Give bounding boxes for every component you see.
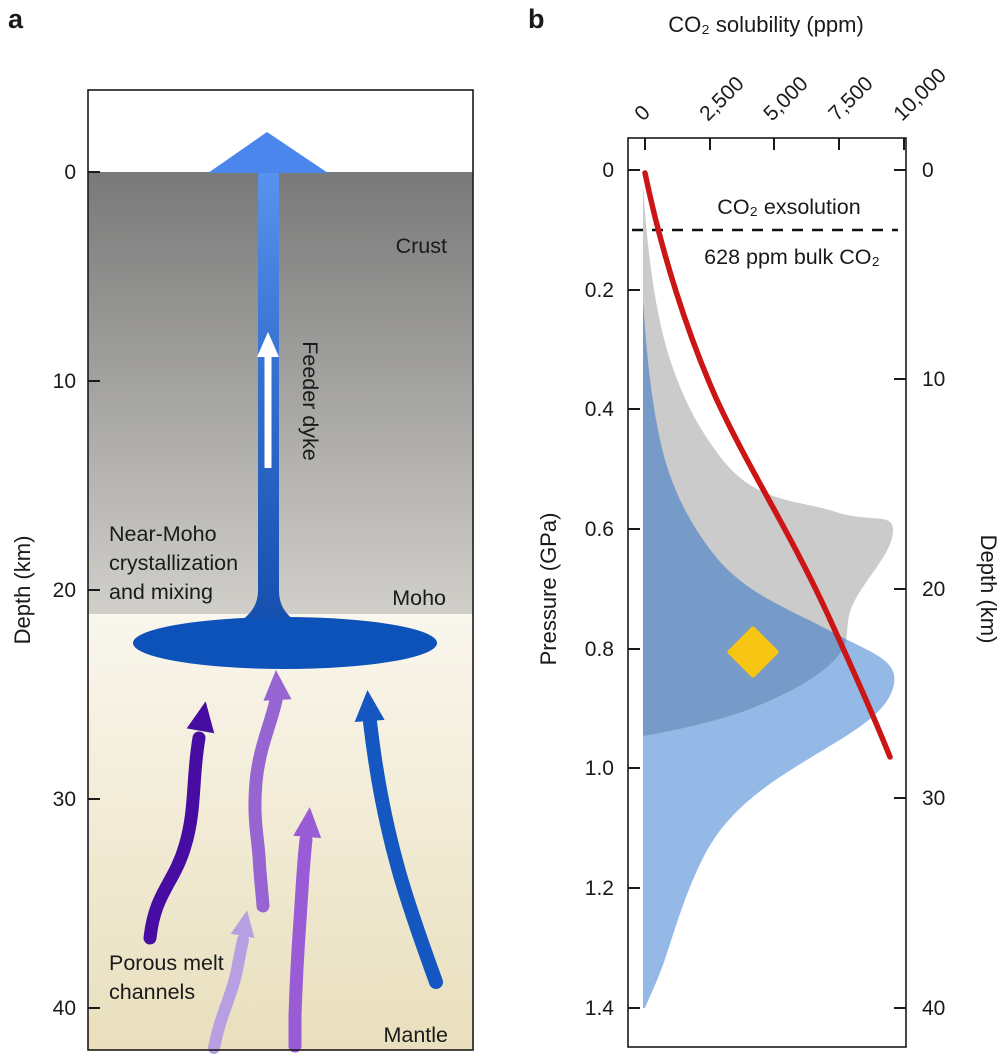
melt-arrow-light-purple-head <box>230 910 255 938</box>
melt-arrow-dark-violet-shaft <box>143 731 206 945</box>
panel-b-frame <box>627 137 907 1048</box>
x-tick-2500: 2,500 <box>695 72 748 125</box>
melt-arrow-purple-head <box>293 807 322 839</box>
near-moho-label-line1: Near-Moho <box>109 522 217 546</box>
dyke-flow-arrow-head <box>257 332 279 357</box>
solubility-tick-labels: 0 2,500 5,000 7,500 10,000 <box>630 64 951 126</box>
x-tick-7500: 7,500 <box>824 72 877 125</box>
d-tick-10: 10 <box>922 368 945 391</box>
melt-arrow-dark-violet-head <box>186 701 215 734</box>
p-tick-10: 1.0 <box>585 757 614 780</box>
feeder-dyke-label: Feeder dyke <box>298 341 322 461</box>
crust-label: Crust <box>396 234 447 258</box>
porous-melt-label-line2: channels <box>109 980 195 1004</box>
p-tick-12: 1.2 <box>585 877 614 900</box>
eruption-arrowhead <box>208 132 328 173</box>
d-tick-0: 0 <box>922 159 934 182</box>
melt-arrow-medium-purple-head <box>263 670 292 701</box>
bulk-co2-diamond-marker <box>727 626 779 678</box>
panel-b-depth-axis-label: Depth (km) <box>976 535 1000 644</box>
panel-b-label: b <box>528 4 545 34</box>
depth-tick-10: 10 <box>53 370 76 393</box>
panel-a-tick-marks <box>88 171 100 1009</box>
melt-arrow-medium-purple-shaft <box>248 693 283 913</box>
panel-b: b <box>528 4 1000 1048</box>
near-moho-label-line2: crystallization <box>109 551 238 575</box>
depth-tick-40: 40 <box>53 997 76 1020</box>
panel-a-label: a <box>8 4 24 34</box>
x-tick-0: 0 <box>630 101 655 126</box>
grey-distribution-area <box>643 185 893 736</box>
melt-arrow-blue-head <box>354 690 385 723</box>
solubility-axis-title: CO₂ solubility (ppm) <box>668 12 864 37</box>
d-tick-20: 20 <box>922 578 945 601</box>
panel-a-depth-axis-label: Depth (km) <box>10 536 35 645</box>
melt-arrow-light-purple-shaft <box>208 934 249 1054</box>
panel-b-top-tick-marks <box>644 138 905 150</box>
panel-a: a <box>8 4 474 1054</box>
sill-ellipse <box>133 617 437 669</box>
p-tick-0: 0 <box>602 159 614 182</box>
crust-region <box>88 172 473 614</box>
panel-b-left-tick-marks <box>628 169 640 1009</box>
d-tick-40: 40 <box>922 997 945 1020</box>
mantle-label: Mantle <box>383 1023 448 1047</box>
melt-arrow-purple-shaft <box>288 833 313 1053</box>
p-tick-08: 0.8 <box>585 638 614 661</box>
x-tick-10000: 10,000 <box>889 64 951 126</box>
depth-tick-20: 20 <box>53 579 76 602</box>
panel-a-depth-tick-labels: 0 10 20 30 40 <box>53 161 76 1020</box>
melt-arrow-blue-shaft <box>363 715 443 989</box>
solubility-curve <box>642 170 893 760</box>
pressure-axis-label: Pressure (GPa) <box>536 513 561 666</box>
x-tick-5000: 5,000 <box>759 72 812 125</box>
near-moho-label-line3: and mixing <box>109 580 213 604</box>
depth-tick-30: 30 <box>53 788 76 811</box>
bulk-co2-annotation: 628 ppm bulk CO₂ <box>704 245 880 269</box>
porous-melt-arrows <box>143 670 443 1054</box>
p-tick-06: 0.6 <box>585 518 614 541</box>
pressure-tick-labels: 0 0.2 0.4 0.6 0.8 1.0 1.2 1.4 <box>585 159 615 1020</box>
p-tick-02: 0.2 <box>585 279 614 302</box>
d-tick-30: 30 <box>922 787 945 810</box>
panel-b-right-tick-marks <box>894 169 906 1009</box>
exsolution-annotation: CO₂ exsolution <box>717 195 860 219</box>
panel-b-depth-tick-labels: 0 10 20 30 40 <box>922 159 945 1020</box>
panel-a-frame <box>87 89 474 1051</box>
moho-label: Moho <box>392 586 446 610</box>
porous-melt-label-line1: Porous melt <box>109 951 224 975</box>
p-tick-14: 1.4 <box>585 997 615 1020</box>
depth-tick-0: 0 <box>64 161 76 184</box>
p-tick-04: 0.4 <box>585 398 615 421</box>
